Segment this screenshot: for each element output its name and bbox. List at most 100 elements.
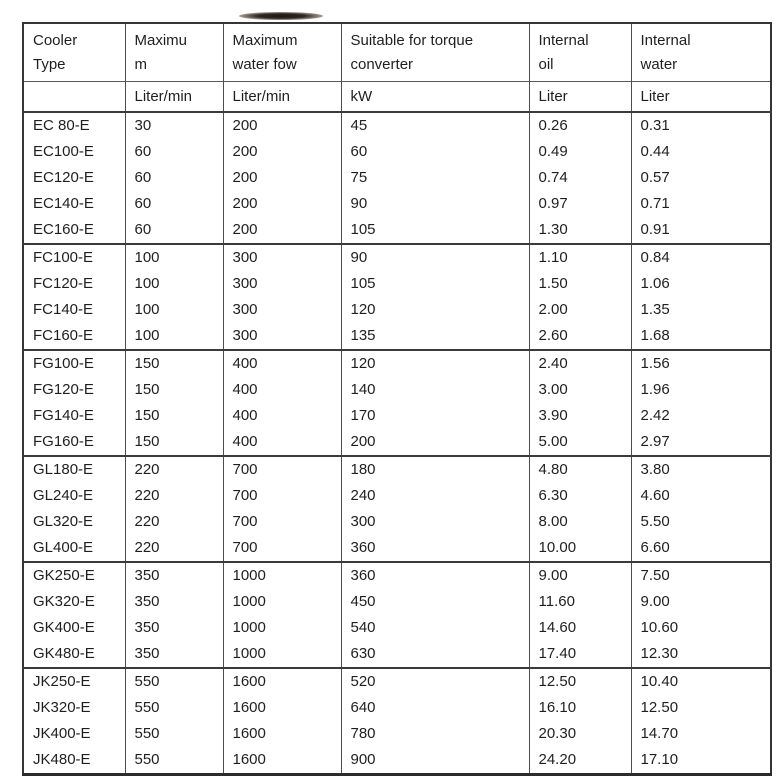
table-cell: FC120-E: [22, 271, 126, 297]
table-cell: GK320-E: [22, 589, 126, 615]
table-cell: EC 80-E: [22, 112, 126, 139]
table-cell: 350: [124, 615, 224, 641]
table-row: JK250-E 550 1600 520 12.50 10.40: [22, 668, 772, 695]
table-cell: 9.00: [630, 589, 772, 615]
table-cell: FC100-E: [22, 244, 126, 271]
table-cell: 60: [124, 191, 224, 217]
table-cell: 400: [222, 377, 342, 403]
table-cell: 2.40: [528, 350, 632, 377]
table-cell: 550: [124, 695, 224, 721]
table-cell: 200: [222, 112, 342, 139]
table-cell: 6.30: [528, 483, 632, 509]
table-cell: 10.60: [630, 615, 772, 641]
table-cell: EC100-E: [22, 139, 126, 165]
table-row: GL180-E 220 700 180 4.80 3.80: [22, 456, 772, 483]
table-cell: 105: [340, 217, 530, 244]
table-row: EC160-E 60 200 105 1.30 0.91: [22, 217, 772, 244]
scan-smudge-artifact: [239, 12, 323, 20]
table-cell: 60: [340, 139, 530, 165]
table-cell: 9.00: [528, 562, 632, 589]
table-cell: 100: [124, 271, 224, 297]
row-group: GK250-E 350 1000 360 9.00 7.50 GK320-E 350 1000 4…: [22, 562, 772, 668]
table-row: JK320-E 550 1600 640 16.10 12.50: [22, 695, 772, 721]
table-cell: 150: [124, 429, 224, 456]
table-cell: 170: [340, 403, 530, 429]
table-row: FC100-E 100 300 90 1.10 0.84: [22, 244, 772, 271]
table-cell: 220: [124, 483, 224, 509]
table-cell: 140: [340, 377, 530, 403]
table-cell: FC160-E: [22, 323, 126, 350]
unit-cell-max-water-flow: Liter/min: [222, 81, 342, 112]
table-cell: 220: [124, 509, 224, 535]
table-cell: 1.96: [630, 377, 772, 403]
table-row: JK400-E 550 1600 780 20.30 14.70: [22, 721, 772, 747]
table-cell: GL180-E: [22, 456, 126, 483]
table-cell: 45: [340, 112, 530, 139]
table-row: FC160-E 100 300 135 2.60 1.68: [22, 323, 772, 350]
table-cell: 60: [124, 217, 224, 244]
table-cell: JK400-E: [22, 721, 126, 747]
column-header-internal-oil: Internal oil: [528, 23, 632, 82]
table-cell: 0.84: [630, 244, 772, 271]
table-row: FG140-E 150 400 170 3.90 2.42: [22, 403, 772, 429]
table-cell: 90: [340, 191, 530, 217]
table-cell: 1600: [222, 695, 342, 721]
header-unit-row: Liter/min Liter/min kW Liter Liter: [22, 81, 772, 112]
table-row: FG120-E 150 400 140 3.00 1.96: [22, 377, 772, 403]
table-cell: 100: [124, 297, 224, 323]
table-cell: 105: [340, 271, 530, 297]
table-cell: 240: [340, 483, 530, 509]
header-name-row: Cooler Type Maximu m Maximum water fow S…: [22, 23, 772, 82]
table-cell: 90: [340, 244, 530, 271]
table-cell: 2.42: [630, 403, 772, 429]
row-group: GL180-E 220 700 180 4.80 3.80 GL240-E 220 700 240…: [22, 456, 772, 562]
unit-cell-internal-oil: Liter: [528, 81, 632, 112]
table-cell: 550: [124, 721, 224, 747]
table-cell: 1600: [222, 747, 342, 775]
column-header-maximum: Maximu m: [124, 23, 224, 82]
table-cell: 1000: [222, 589, 342, 615]
table-cell: 1000: [222, 641, 342, 668]
column-header-internal-water: Internal water: [630, 23, 772, 82]
table-cell: 0.74: [528, 165, 632, 191]
table-cell: 2.00: [528, 297, 632, 323]
table-cell: GL400-E: [22, 535, 126, 562]
column-header-cooler-type: Cooler Type: [22, 23, 126, 82]
table-cell: 4.80: [528, 456, 632, 483]
table-cell: 0.71: [630, 191, 772, 217]
table-cell: 180: [340, 456, 530, 483]
table-cell: 14.70: [630, 721, 772, 747]
table-cell: 200: [222, 165, 342, 191]
table-cell: 900: [340, 747, 530, 775]
table-cell: 0.31: [630, 112, 772, 139]
row-group: FG100-E 150 400 120 2.40 1.56 FG120-E 150 400 140…: [22, 350, 772, 456]
table-cell: 150: [124, 350, 224, 377]
table-cell: 400: [222, 429, 342, 456]
table-cell: 300: [222, 271, 342, 297]
table-cell: 700: [222, 483, 342, 509]
table-cell: 350: [124, 562, 224, 589]
unit-cell-maximum: Liter/min: [124, 81, 224, 112]
table-cell: 6.60: [630, 535, 772, 562]
table-cell: 150: [124, 403, 224, 429]
table-cell: 550: [124, 747, 224, 775]
unit-cell-internal-water: Liter: [630, 81, 772, 112]
table-cell: 17.10: [630, 747, 772, 775]
table-cell: 200: [222, 217, 342, 244]
table-cell: GK480-E: [22, 641, 126, 668]
row-group: JK250-E 550 1600 520 12.50 10.40 JK320-E 550 160…: [22, 668, 772, 775]
table-cell: 75: [340, 165, 530, 191]
row-group: EC 80-E 30 200 45 0.26 0.31 EC100-E 60 200 60 0.49…: [22, 112, 772, 244]
table-cell: 630: [340, 641, 530, 668]
table-cell: 1.56: [630, 350, 772, 377]
table-cell: 540: [340, 615, 530, 641]
table-cell: 2.97: [630, 429, 772, 456]
table-cell: GK400-E: [22, 615, 126, 641]
table-cell: FG140-E: [22, 403, 126, 429]
table-cell: 360: [340, 562, 530, 589]
table-cell: 0.97: [528, 191, 632, 217]
table-header: Cooler Type Maximu m Maximum water fow S…: [22, 23, 772, 112]
table-row: GL400-E 220 700 360 10.00 6.60: [22, 535, 772, 562]
table-cell: 60: [124, 139, 224, 165]
table-cell: GL320-E: [22, 509, 126, 535]
